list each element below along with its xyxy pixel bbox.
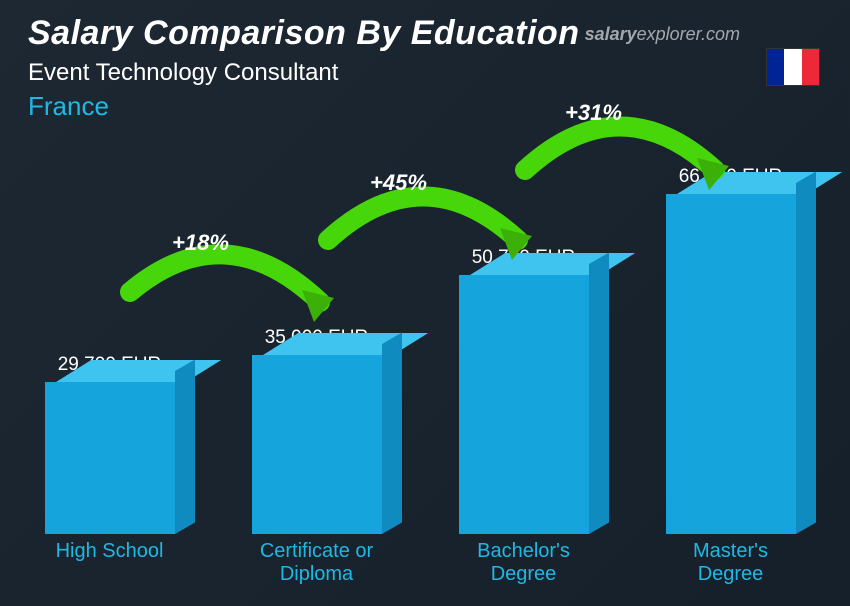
bar-xlabel: Master'sDegree bbox=[693, 540, 768, 588]
bar-front-face bbox=[666, 194, 796, 534]
watermark-rest: explorer.com bbox=[637, 24, 740, 44]
bar-2: 50,700 EUR Bachelor'sDegree bbox=[444, 148, 603, 588]
bar-side-face bbox=[382, 332, 402, 534]
bar-xlabel: Bachelor'sDegree bbox=[477, 540, 570, 588]
jump-label-0: +18% bbox=[172, 230, 229, 256]
watermark: salaryexplorer.com bbox=[585, 24, 740, 45]
flag-stripe-3 bbox=[802, 49, 819, 85]
france-flag-icon bbox=[766, 48, 820, 86]
bar-1: 35,000 EUR Certificate orDiploma bbox=[237, 148, 396, 588]
bar-front-face bbox=[459, 275, 589, 534]
flag-stripe-1 bbox=[767, 49, 784, 85]
jump-label-2: +31% bbox=[565, 100, 622, 126]
bar-0: 29,700 EUR High School bbox=[30, 148, 189, 588]
chart-subtitle: Event Technology Consultant bbox=[28, 59, 822, 87]
bar-xlabel: High School bbox=[56, 540, 164, 588]
bar-xlabel: Certificate orDiploma bbox=[260, 540, 373, 588]
bar-front-face bbox=[45, 382, 175, 534]
chart-country: France bbox=[28, 91, 822, 122]
bar-side-face bbox=[589, 252, 609, 534]
bar-3: 66,500 EUR Master'sDegree bbox=[651, 148, 810, 588]
bar-chart: 29,700 EUR High School 35,000 EUR Certif… bbox=[30, 148, 810, 588]
bar-side-face bbox=[796, 171, 816, 534]
bar-side-face bbox=[175, 359, 195, 534]
watermark-bold: salary bbox=[585, 24, 637, 44]
bar-front-face bbox=[252, 355, 382, 534]
flag-stripe-2 bbox=[784, 49, 801, 85]
jump-label-1: +45% bbox=[370, 170, 427, 196]
